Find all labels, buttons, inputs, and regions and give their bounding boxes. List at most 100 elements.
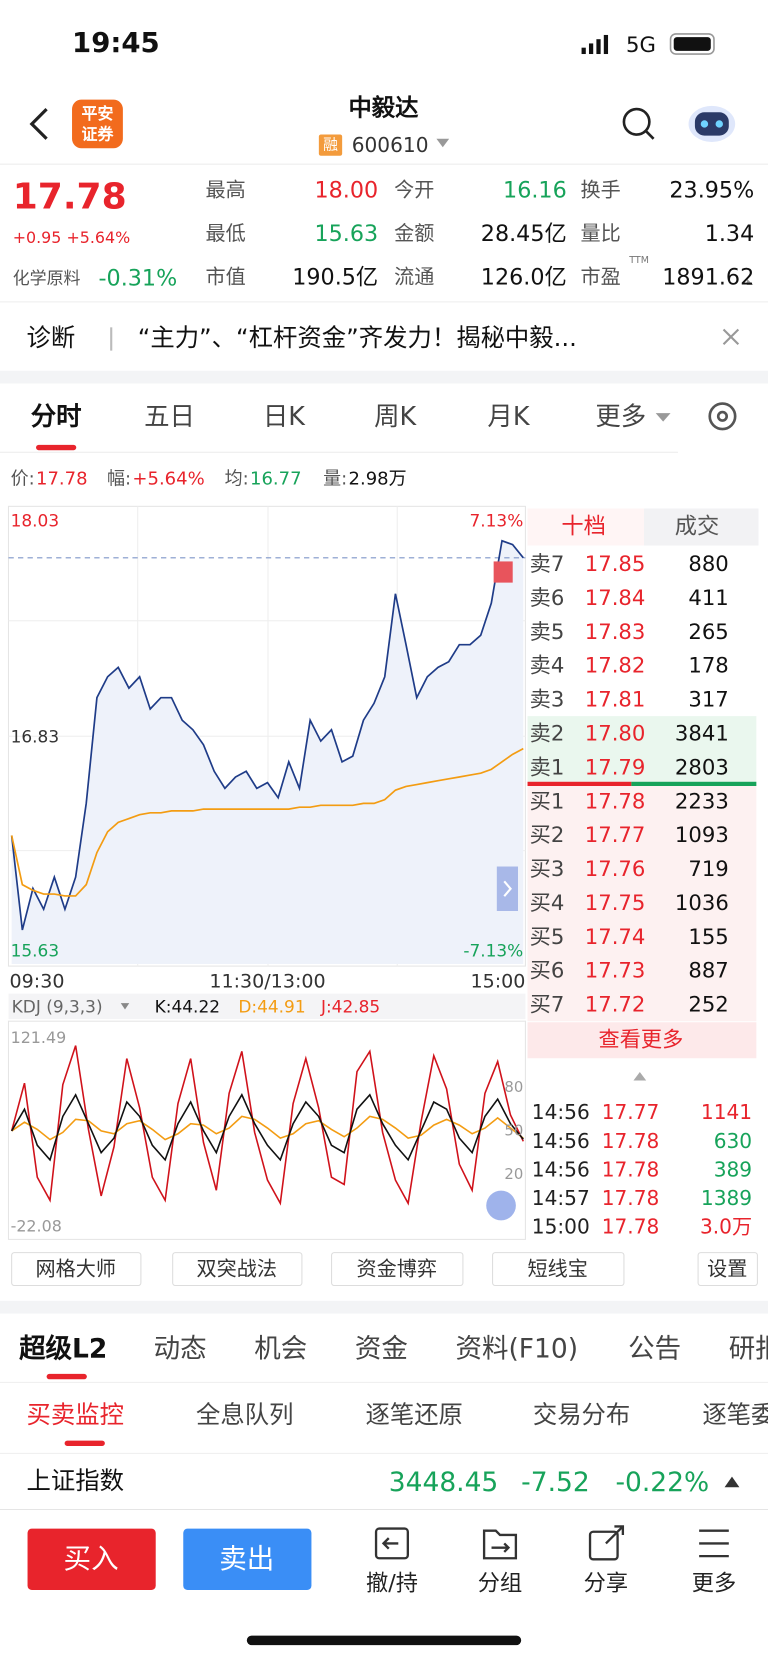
tool-button[interactable]: 双突战法 xyxy=(171,1252,302,1287)
price-area xyxy=(11,540,524,964)
trade-volume: 1389 xyxy=(700,1186,753,1211)
chart-tab[interactable]: 周K xyxy=(374,401,417,432)
back-button[interactable] xyxy=(29,107,48,140)
sub-tab[interactable]: 交易分布 xyxy=(532,1401,631,1430)
toolbar-label[interactable]: 更多 xyxy=(691,1570,737,1596)
chart-tab[interactable]: 分时 xyxy=(30,401,82,432)
sub-tab[interactable]: 逐笔委托 xyxy=(702,1401,768,1430)
section-tab[interactable]: 动态 xyxy=(153,1333,207,1364)
sub-tab[interactable]: 全息队列 xyxy=(195,1401,294,1430)
tool-button[interactable]: 设置 xyxy=(697,1252,758,1287)
chart-tab[interactable]: 日K xyxy=(262,401,305,432)
code-dropdown[interactable] xyxy=(436,138,450,148)
book-volume: 317 xyxy=(688,686,729,712)
expand-arrow xyxy=(503,880,512,897)
book-level: 卖6 xyxy=(529,584,565,611)
book-price: 17.78 xyxy=(584,788,646,814)
toolbar-label[interactable]: 撤/持 xyxy=(365,1570,418,1596)
book-level: 卖5 xyxy=(529,618,565,645)
kdj-legend: D:44.91 xyxy=(238,996,306,1017)
scroll-up xyxy=(633,1072,647,1081)
x-tick-label: 11:30/13:00 xyxy=(209,970,326,993)
section-tab[interactable]: 公告 xyxy=(628,1333,682,1364)
section-tab[interactable]: 机会 xyxy=(254,1333,308,1364)
index-toggle[interactable] xyxy=(724,1476,740,1488)
book-level: 买3 xyxy=(529,855,565,882)
book-price: 17.85 xyxy=(584,550,646,577)
section-tab[interactable]: 资料(F10) xyxy=(455,1333,579,1364)
y2-tick-label: 7.13% xyxy=(469,510,524,531)
toolbar-label[interactable]: 分享 xyxy=(583,1570,629,1596)
tool-button[interactable]: 短线宝 xyxy=(491,1252,624,1287)
news-headline[interactable]: “主力”、“杠杆资金”齐发力！揭秘中毅... xyxy=(137,324,577,353)
book-volume: 3841 xyxy=(674,720,729,746)
expand-tab[interactable] xyxy=(496,866,519,912)
logo-text: 平安 xyxy=(81,104,114,124)
fullscreen-button[interactable] xyxy=(486,1190,516,1221)
stat-label: 市盈 xyxy=(580,265,621,289)
settings-button[interactable] xyxy=(708,402,737,431)
kdj-line xyxy=(10,1093,524,1162)
logo xyxy=(72,99,123,149)
book-price: 17.72 xyxy=(584,991,646,1017)
close-button[interactable] xyxy=(722,328,740,346)
section-tab[interactable]: 超级L2 xyxy=(19,1333,108,1364)
book-level: 卖3 xyxy=(529,686,565,712)
kdj-title[interactable]: KDJ (9,3,3) xyxy=(11,996,103,1017)
stat-label: 流通 xyxy=(394,265,435,289)
kdj-line xyxy=(10,1045,525,1206)
avg-price-line xyxy=(10,747,524,897)
chart-tab[interactable]: 五日 xyxy=(144,401,195,432)
clock: 19:45 xyxy=(72,27,160,60)
price-line xyxy=(10,539,524,931)
sell-button[interactable] xyxy=(183,1528,312,1591)
book-level: 买6 xyxy=(529,957,565,984)
sector-change: -0.31% xyxy=(98,265,178,291)
ask-highlight xyxy=(527,716,757,784)
search-handle xyxy=(645,130,655,140)
y-tick-label: 20 xyxy=(504,1165,524,1183)
search-button[interactable] xyxy=(622,107,651,136)
buy-button[interactable] xyxy=(27,1528,156,1591)
trade-time: 14:57 xyxy=(531,1186,590,1211)
buy-label[interactable]: 买入 xyxy=(63,1543,119,1576)
tab-bg xyxy=(644,508,759,546)
sell-label[interactable]: 卖出 xyxy=(219,1543,275,1576)
book-level: 买7 xyxy=(529,991,565,1017)
section-tab[interactable]: 资金 xyxy=(354,1333,408,1364)
tab-indicator xyxy=(64,1440,105,1446)
stock-name: 中毅达 xyxy=(348,95,419,122)
book-volume: 1093 xyxy=(674,822,729,848)
more-dropdown[interactable] xyxy=(655,413,671,422)
stat-label: 金额 xyxy=(394,221,435,246)
y2-tick-label: -7.13% xyxy=(463,940,524,961)
robot-button[interactable] xyxy=(688,105,736,142)
book-volume: 252 xyxy=(688,991,729,1017)
price-change: +0.95 +5.64% xyxy=(12,228,131,248)
chart-tab[interactable]: 月K xyxy=(487,401,530,432)
book-price: 17.77 xyxy=(584,822,646,848)
tool-button[interactable]: 网格大师 xyxy=(10,1252,141,1287)
chart-tab[interactable]: 更多 xyxy=(595,401,647,432)
more-button[interactable]: 查看更多 xyxy=(598,1026,684,1052)
tool-button[interactable]: 资金博弈 xyxy=(330,1252,463,1287)
ttm-tag: TTM xyxy=(629,255,649,267)
last-price: 17.78 xyxy=(12,175,127,219)
book-level: 买2 xyxy=(529,822,565,848)
sub-tab[interactable]: 买卖监控 xyxy=(26,1401,124,1430)
book-level: 卖2 xyxy=(529,720,565,746)
tab-indicator xyxy=(36,444,77,451)
trade-price: 17.77 xyxy=(601,1101,660,1125)
section-tab[interactable]: 研报 xyxy=(728,1333,768,1364)
book-tab[interactable]: 十档 xyxy=(561,513,606,539)
sub-tab[interactable]: 逐笔还原 xyxy=(365,1401,463,1430)
trade-volume: 1141 xyxy=(700,1101,753,1125)
book-price: 17.79 xyxy=(584,754,646,780)
kdj-dropdown[interactable] xyxy=(120,1003,130,1010)
book-volume: 887 xyxy=(688,957,729,984)
more-bg[interactable] xyxy=(527,1022,757,1059)
toolbar-label[interactable]: 分组 xyxy=(477,1570,523,1596)
book-tab[interactable]: 成交 xyxy=(674,513,720,539)
summary-value: 16.77 xyxy=(249,468,302,490)
